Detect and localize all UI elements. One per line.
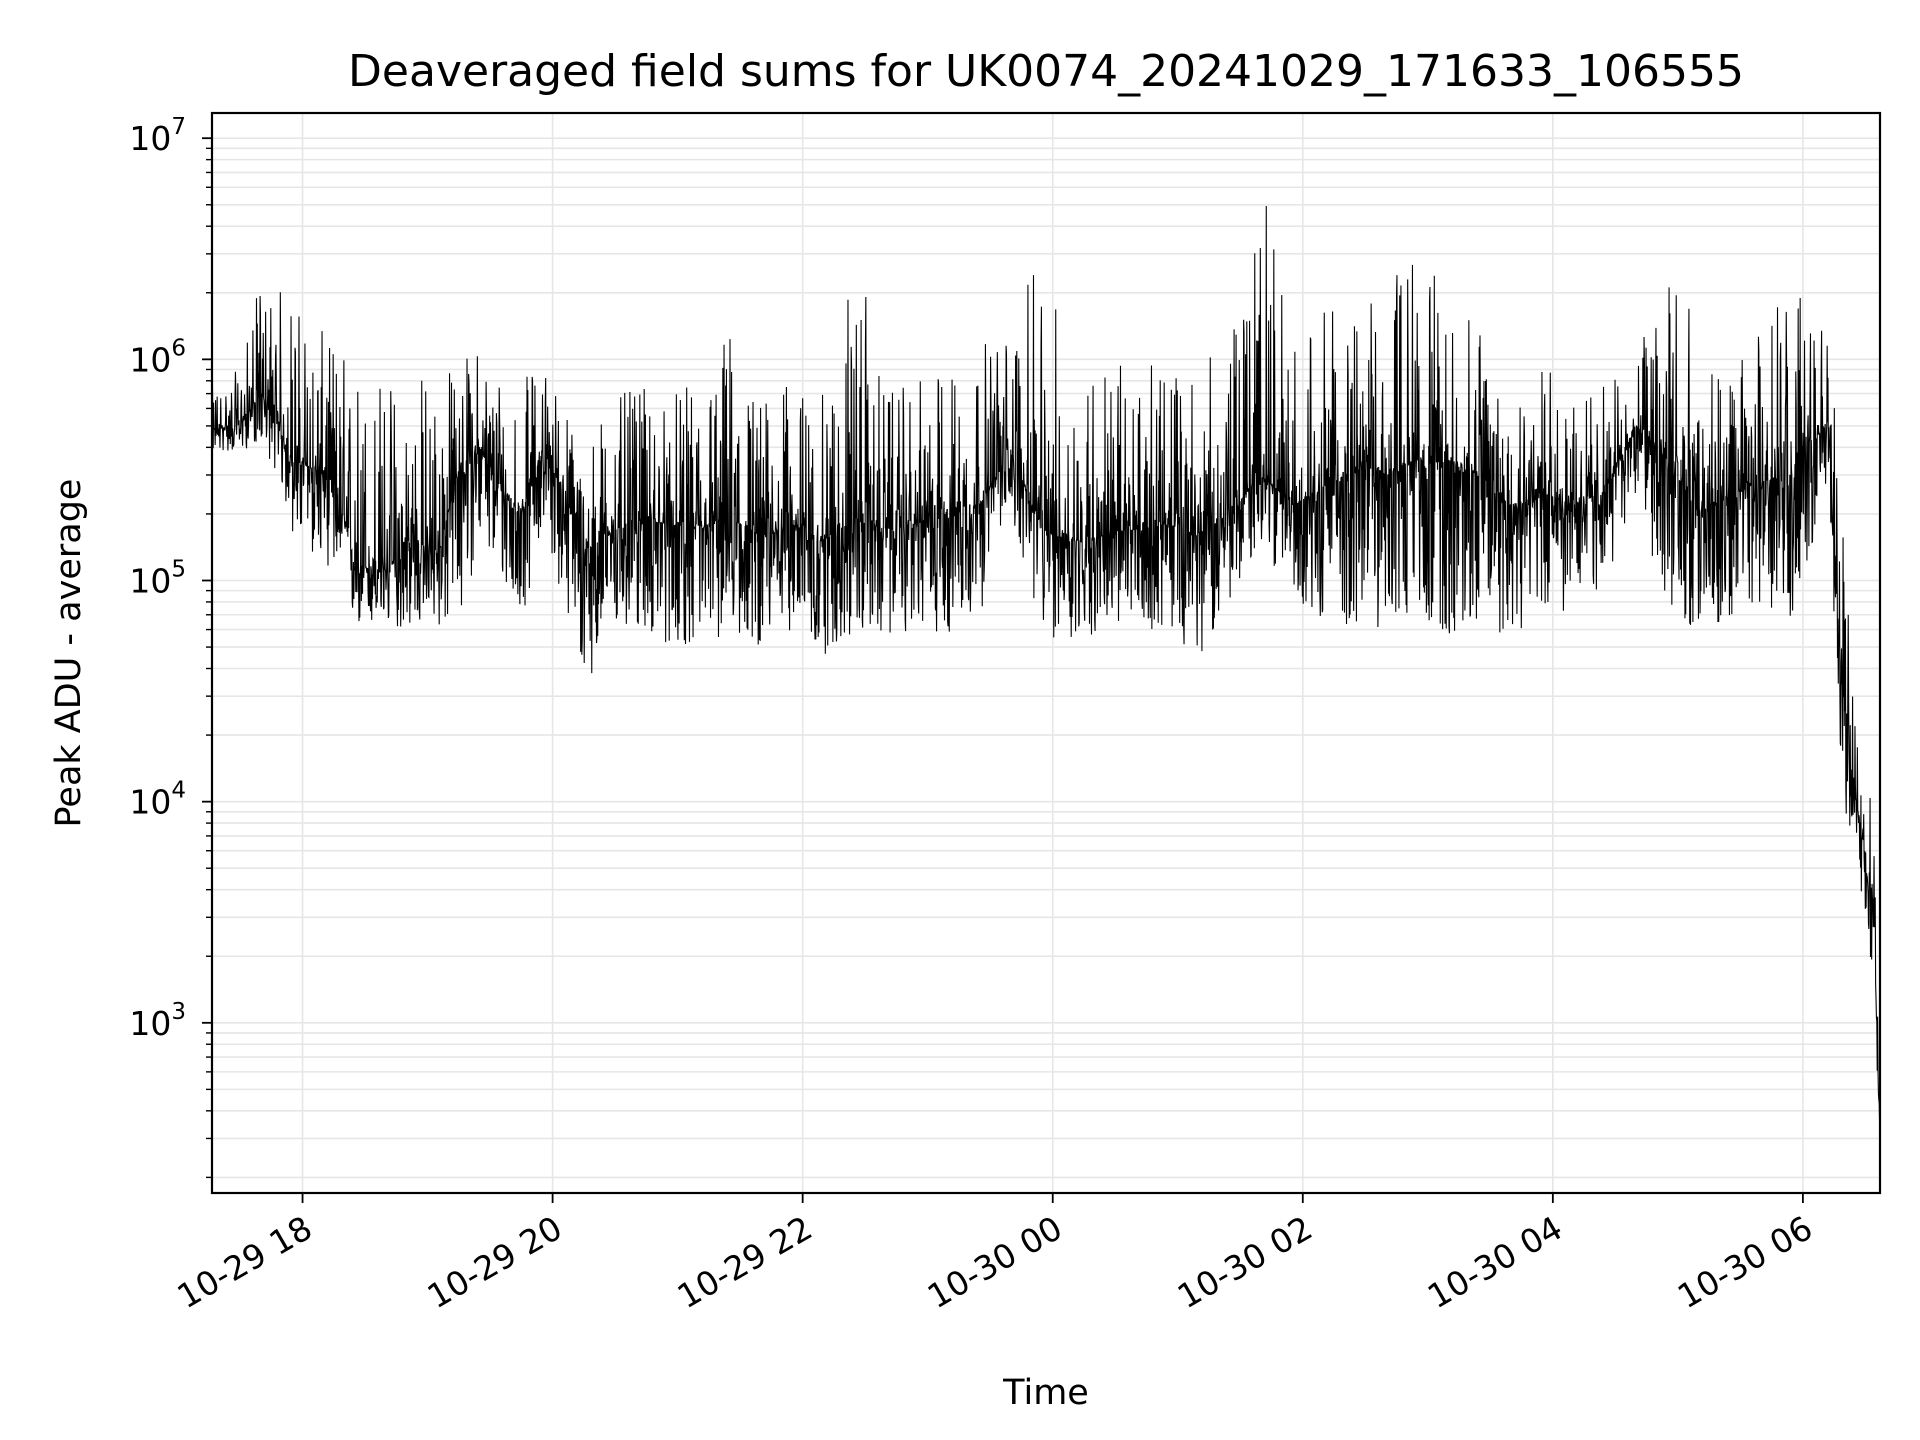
y-tick-label: 104: [129, 778, 186, 822]
y-tick-label: 107: [129, 114, 186, 158]
y-axis-label: Peak ADU - average: [49, 479, 89, 828]
plot-frame: [210, 111, 1882, 1195]
y-tick-label: 105: [129, 557, 186, 601]
y-tick-label: 103: [129, 999, 186, 1043]
x-axis-label: Time: [1002, 1373, 1089, 1413]
grid: [212, 113, 1880, 1193]
data-series: [212, 206, 1880, 1138]
y-tick-label: 106: [129, 335, 186, 379]
chart-title: Deaveraged field sums for UK0074_2024102…: [348, 46, 1744, 97]
y-axis: 103 104 105 106 107: [129, 114, 212, 1179]
series-line: [212, 206, 1880, 1138]
